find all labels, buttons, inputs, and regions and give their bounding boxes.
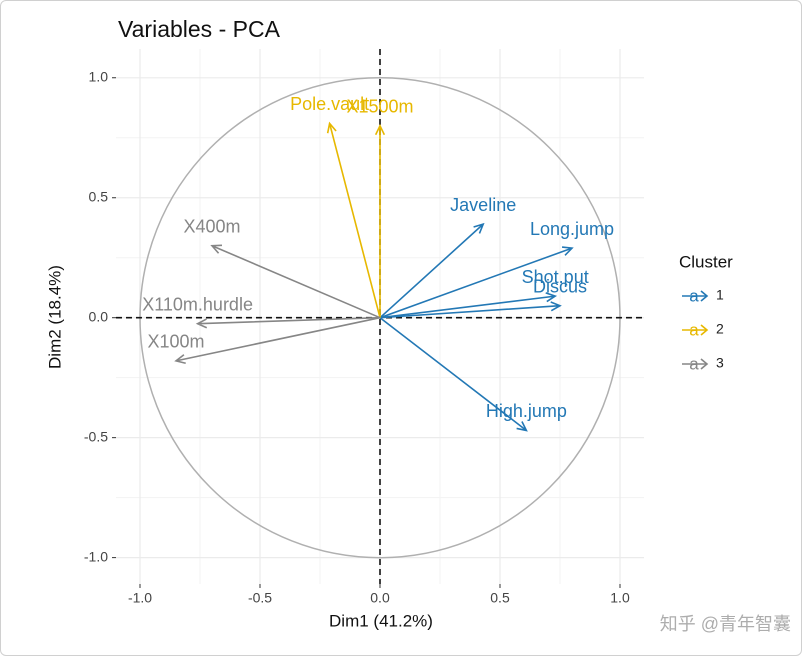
variable-label: Shot.put	[522, 267, 589, 287]
variable-arrow	[174, 316, 381, 365]
variable-arrow	[326, 121, 381, 318]
y-tick-label: 0.5	[89, 188, 109, 204]
variable-arrow	[210, 244, 381, 319]
variable-label: High.jump	[486, 401, 567, 421]
y-tick-label: -0.5	[84, 428, 108, 444]
legend-key-glyph: a	[689, 286, 699, 305]
variable-arrow	[379, 301, 562, 319]
watermark: 知乎 @青年智囊	[660, 614, 791, 634]
legend-key-head	[700, 358, 709, 370]
y-tick-label: 1.0	[89, 68, 109, 84]
y-tick-label: 0.0	[89, 308, 109, 324]
variable-label: Long.jump	[530, 219, 614, 239]
legend-label: 2	[716, 321, 724, 337]
x-tick-label: 0.5	[490, 590, 510, 606]
variable-arrow	[379, 292, 558, 319]
x-tick-label: -0.5	[248, 590, 272, 606]
variable-label: X100m	[147, 332, 204, 352]
variable-arrow	[374, 123, 386, 318]
variable-arrow	[195, 316, 381, 329]
variable-label: Javeline	[450, 195, 516, 215]
legend-key-head	[700, 290, 709, 302]
x-tick-label: 0.0	[370, 590, 390, 606]
legend-key-head	[700, 324, 709, 336]
variable-label: Pole.vault	[290, 94, 369, 114]
variable-arrow	[379, 317, 528, 432]
y-tick-label: -1.0	[84, 548, 108, 564]
legend-key-glyph: a	[689, 354, 699, 373]
legend-title: Cluster	[679, 252, 733, 271]
y-axis-title: Dim2 (18.4%)	[45, 265, 64, 369]
legend-key-glyph: a	[689, 320, 699, 339]
x-tick-label: -1.0	[128, 590, 152, 606]
variable-label: X110m.hurdle	[142, 294, 253, 314]
legend-label: 3	[716, 355, 724, 371]
variable-arrow	[379, 222, 485, 319]
variable-label: X1500m	[346, 97, 413, 117]
x-axis-title: Dim1 (41.2%)	[329, 611, 433, 630]
legend-label: 1	[716, 287, 724, 303]
variable-label: X400m	[183, 216, 240, 236]
x-tick-label: 1.0	[610, 590, 630, 606]
variable-label: Discus	[533, 276, 587, 296]
variable-arrow	[379, 246, 574, 319]
chart-title: Variables - PCA	[118, 16, 281, 42]
